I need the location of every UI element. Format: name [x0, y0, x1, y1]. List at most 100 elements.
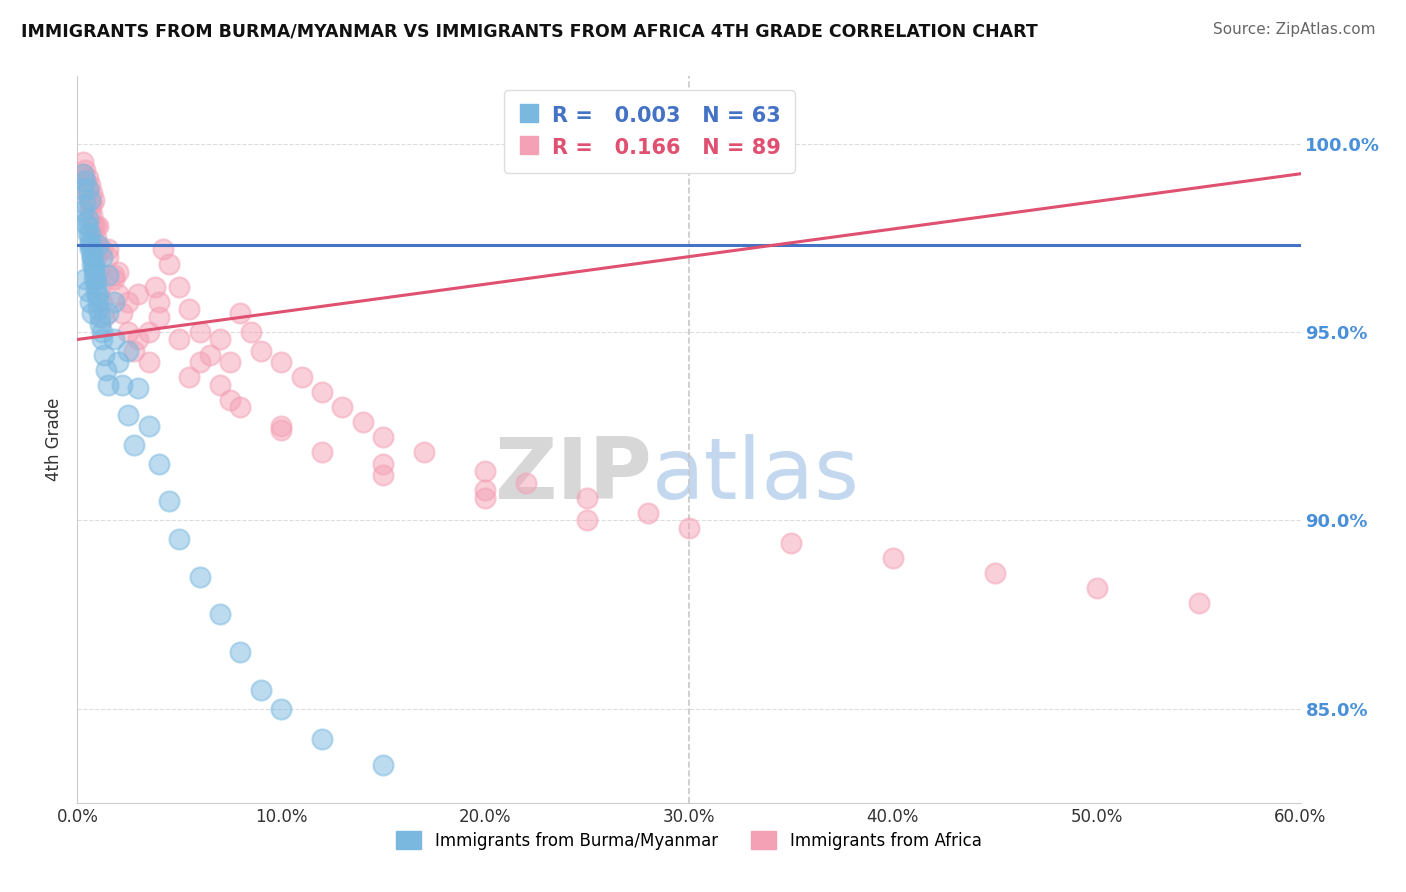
- Point: [75, 174, 97, 188]
- Text: ZIP: ZIP: [495, 434, 652, 517]
- Point: [117, 325, 139, 339]
- Point: [75, 174, 97, 188]
- Point: [84, 287, 107, 301]
- Point: [127, 381, 149, 395]
- Point: [72, 167, 94, 181]
- Point: [84, 279, 107, 293]
- Point: [270, 419, 292, 434]
- Point: [83, 219, 105, 234]
- Point: [79, 178, 101, 192]
- Point: [780, 536, 803, 550]
- Point: [76, 182, 98, 196]
- Point: [80, 250, 103, 264]
- Point: [97, 377, 120, 392]
- Point: [169, 279, 191, 293]
- Point: [103, 272, 125, 286]
- Point: [311, 385, 333, 400]
- Y-axis label: 4th Grade: 4th Grade: [45, 398, 63, 481]
- Point: [79, 235, 101, 249]
- Point: [97, 306, 120, 320]
- Point: [219, 355, 242, 369]
- Point: [169, 532, 191, 546]
- Point: [198, 347, 221, 361]
- Point: [84, 272, 107, 286]
- Point: [87, 219, 110, 234]
- Point: [229, 645, 252, 659]
- Point: [882, 551, 904, 566]
- Point: [76, 219, 98, 234]
- Point: [79, 193, 101, 207]
- Point: [188, 325, 211, 339]
- Point: [413, 445, 436, 459]
- Point: [332, 401, 354, 415]
- Point: [79, 197, 101, 211]
- Point: [80, 197, 103, 211]
- Point: [124, 438, 146, 452]
- Point: [79, 227, 101, 241]
- Point: [371, 457, 394, 471]
- Point: [80, 250, 103, 264]
- Point: [89, 279, 111, 293]
- Point: [72, 182, 94, 196]
- Point: [270, 355, 292, 369]
- Point: [80, 219, 103, 234]
- Point: [138, 419, 160, 434]
- Point: [250, 343, 273, 358]
- Point: [84, 219, 107, 234]
- Point: [83, 265, 105, 279]
- Point: [75, 272, 97, 286]
- Point: [111, 306, 134, 320]
- Point: [152, 242, 174, 256]
- Point: [169, 333, 191, 347]
- Point: [87, 294, 110, 309]
- Point: [515, 475, 537, 490]
- Point: [87, 242, 110, 256]
- Point: [311, 731, 333, 746]
- Point: [87, 238, 110, 252]
- Point: [208, 333, 231, 347]
- Point: [290, 370, 312, 384]
- Point: [148, 294, 170, 309]
- Point: [80, 242, 103, 256]
- Point: [72, 204, 94, 219]
- Point: [103, 333, 125, 347]
- Point: [239, 325, 262, 339]
- Point: [75, 163, 97, 178]
- Point: [76, 186, 98, 200]
- Point: [83, 260, 105, 275]
- Point: [984, 566, 1007, 580]
- Point: [1187, 596, 1209, 610]
- Point: [79, 193, 101, 207]
- Point: [94, 362, 117, 376]
- Point: [138, 355, 160, 369]
- Point: [83, 257, 105, 271]
- Point: [79, 204, 101, 219]
- Point: [97, 250, 120, 264]
- Point: [89, 310, 111, 324]
- Point: [576, 491, 599, 505]
- Point: [250, 682, 273, 697]
- Point: [208, 377, 231, 392]
- Point: [637, 506, 659, 520]
- Text: IMMIGRANTS FROM BURMA/MYANMAR VS IMMIGRANTS FROM AFRICA 4TH GRADE CORRELATION CH: IMMIGRANTS FROM BURMA/MYANMAR VS IMMIGRA…: [21, 22, 1038, 40]
- Point: [229, 401, 252, 415]
- Point: [188, 355, 211, 369]
- Point: [76, 189, 98, 203]
- Point: [107, 287, 129, 301]
- Point: [148, 310, 170, 324]
- Point: [79, 294, 101, 309]
- Point: [72, 155, 94, 169]
- Point: [76, 182, 98, 196]
- Point: [84, 250, 107, 264]
- Point: [83, 272, 105, 286]
- Point: [75, 197, 97, 211]
- Point: [90, 333, 112, 347]
- Point: [208, 607, 231, 622]
- Point: [76, 211, 98, 226]
- Point: [83, 235, 105, 249]
- Point: [87, 302, 110, 317]
- Point: [72, 167, 94, 181]
- Point: [103, 294, 125, 309]
- Point: [371, 758, 394, 772]
- Point: [371, 468, 394, 483]
